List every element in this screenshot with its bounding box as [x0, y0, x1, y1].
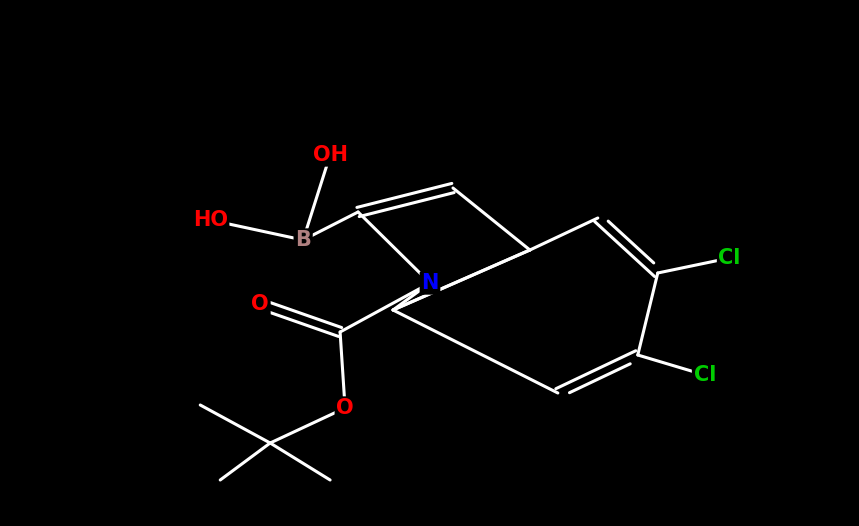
Text: Cl: Cl [693, 365, 716, 385]
Text: Cl: Cl [718, 248, 740, 268]
Text: O: O [336, 398, 354, 418]
Text: B: B [295, 230, 311, 250]
Text: N: N [421, 273, 439, 293]
Text: O: O [252, 294, 269, 314]
Text: HO: HO [192, 210, 228, 230]
Text: OH: OH [313, 145, 348, 165]
